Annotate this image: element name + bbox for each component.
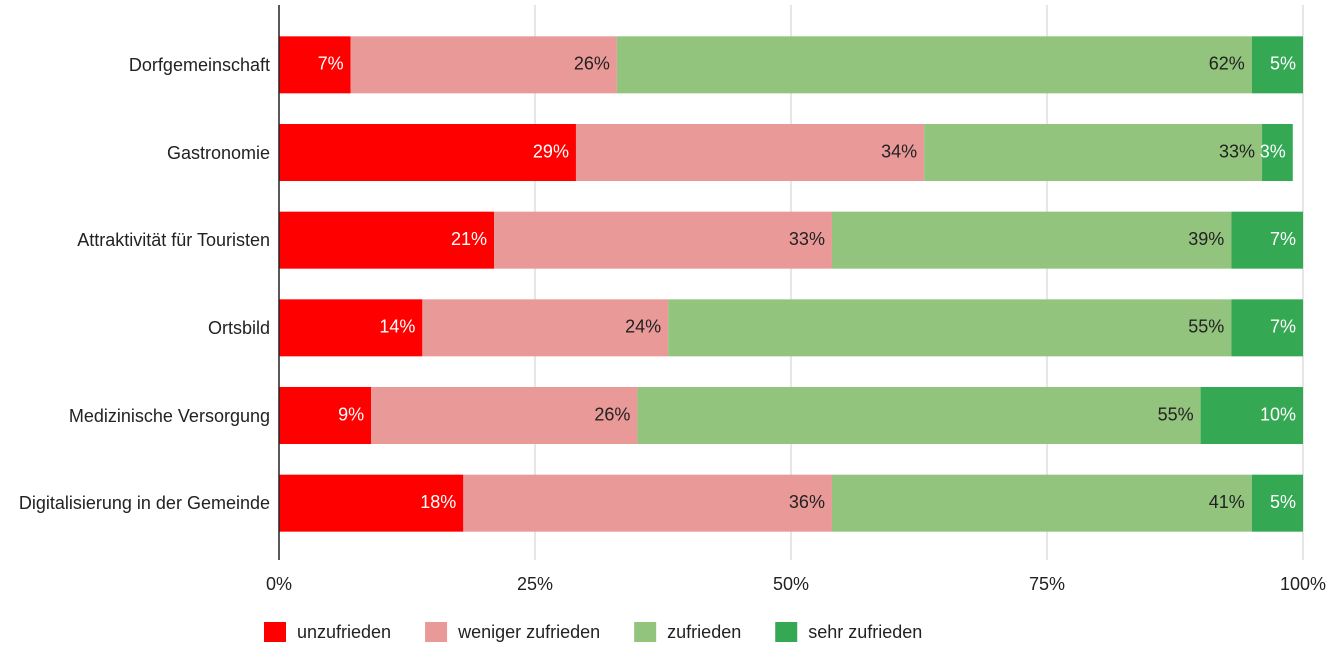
bar-segment bbox=[350, 36, 617, 94]
legend-swatch bbox=[425, 622, 448, 642]
legend-swatch bbox=[264, 622, 286, 642]
x-tick-label: 75% bbox=[1029, 574, 1065, 594]
bar-segment bbox=[463, 474, 832, 532]
x-tick-label: 50% bbox=[773, 574, 809, 594]
bar-segment bbox=[1200, 387, 1303, 444]
bar-segment bbox=[575, 124, 925, 181]
value-label: 34% bbox=[881, 141, 917, 161]
value-label: 14% bbox=[379, 317, 415, 337]
bar-segment bbox=[279, 474, 464, 532]
value-label: 55% bbox=[1158, 404, 1194, 424]
value-label: 41% bbox=[1209, 492, 1245, 512]
value-label: 36% bbox=[789, 492, 825, 512]
value-label: 18% bbox=[420, 492, 456, 512]
bar-segment bbox=[279, 124, 576, 181]
y-tick-label: Attraktivität für Touristen bbox=[77, 230, 270, 251]
bar-segment bbox=[1231, 211, 1303, 269]
value-label: 7% bbox=[1270, 317, 1296, 337]
legend-swatch bbox=[775, 622, 798, 642]
value-label: 26% bbox=[574, 54, 610, 74]
bar-segment bbox=[1262, 124, 1293, 181]
y-tick-label: Digitalisierung in der Gemeinde bbox=[18, 493, 270, 514]
bar-segment bbox=[422, 299, 669, 357]
bar-segment bbox=[494, 211, 832, 269]
value-label: 7% bbox=[1270, 229, 1296, 249]
legend-swatch bbox=[634, 622, 657, 642]
bar-segment bbox=[831, 211, 1232, 269]
bar-segment bbox=[668, 299, 1232, 357]
value-label: 9% bbox=[338, 404, 364, 424]
value-label: 55% bbox=[1188, 317, 1224, 337]
value-label: 24% bbox=[625, 317, 661, 337]
value-label: 7% bbox=[318, 54, 344, 74]
value-label: 10% bbox=[1260, 404, 1296, 424]
value-label: 39% bbox=[1188, 229, 1224, 249]
legend-label: sehr zufrieden bbox=[808, 622, 922, 642]
value-label: 26% bbox=[594, 404, 630, 424]
bar-segment bbox=[637, 387, 1201, 444]
value-label: 33% bbox=[789, 229, 825, 249]
value-label: 21% bbox=[451, 229, 487, 249]
bar-segment bbox=[279, 36, 351, 94]
bar-segment bbox=[924, 124, 1263, 181]
value-label: 62% bbox=[1209, 54, 1245, 74]
legend-label: zufrieden bbox=[667, 622, 741, 642]
bar-segment bbox=[279, 299, 423, 357]
bar-segment bbox=[279, 387, 372, 444]
y-tick-label: Medizinische Versorgung bbox=[68, 405, 270, 426]
bar-segment bbox=[1231, 299, 1303, 357]
y-tick-label: Gastronomie bbox=[166, 142, 270, 163]
y-tick-label: Dorfgemeinschaft bbox=[128, 54, 270, 75]
bar-segment bbox=[831, 474, 1252, 532]
value-label: 5% bbox=[1270, 54, 1296, 74]
x-tick-label: 0% bbox=[266, 574, 292, 594]
legend-label: weniger zufrieden bbox=[457, 622, 600, 642]
legend-label: unzufrieden bbox=[297, 622, 391, 642]
value-label: 3% bbox=[1260, 141, 1286, 161]
bar-segment bbox=[371, 387, 638, 444]
y-tick-label: Ortsbild bbox=[207, 317, 270, 338]
bar-segment bbox=[1251, 474, 1303, 532]
value-label: 5% bbox=[1270, 492, 1296, 512]
bar-segment bbox=[1251, 36, 1303, 94]
x-tick-label: 100% bbox=[1280, 574, 1326, 594]
value-label: 33% bbox=[1219, 141, 1255, 161]
value-label: 29% bbox=[533, 141, 569, 161]
x-tick-label: 25% bbox=[517, 574, 553, 594]
bar-segment bbox=[616, 36, 1252, 94]
bar-segment bbox=[279, 211, 495, 269]
